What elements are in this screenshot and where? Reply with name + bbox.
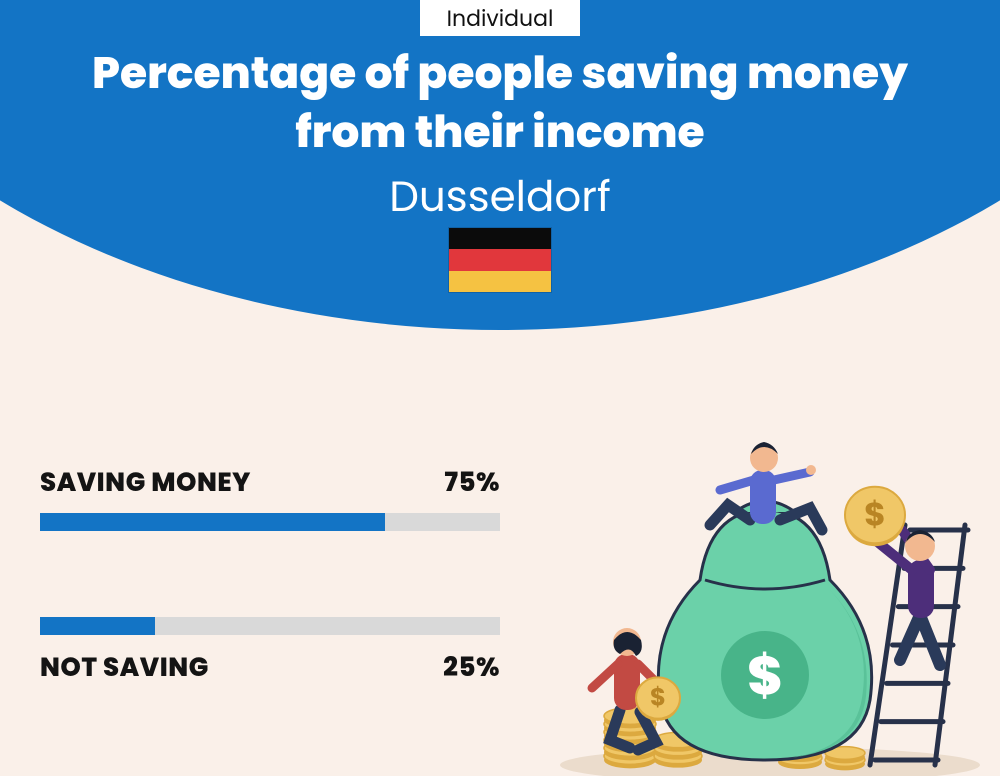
germany-flag-icon [449, 228, 551, 292]
bar-track [40, 617, 500, 635]
bar-fill [40, 617, 155, 635]
category-badge: Individual [420, 0, 580, 36]
bar-label-row: SAVING MONEY 75% [40, 464, 500, 503]
bar-label-row: NOT SAVING 25% [40, 649, 500, 688]
bar-group-not-saving: NOT SAVING 25% [40, 617, 500, 688]
bar-value: 75% [444, 464, 500, 503]
svg-text:$: $ [864, 491, 886, 538]
bar-track [40, 513, 500, 531]
savings-illustration: $ $ $ [560, 430, 980, 776]
header: Percentage of people saving money from t… [0, 44, 1000, 228]
bar-fill [40, 513, 385, 531]
svg-text:$: $ [747, 637, 783, 713]
bar-value: 25% [443, 649, 500, 688]
bar-label: NOT SAVING [40, 649, 209, 688]
title-line-1: Percentage of people saving money [92, 43, 908, 104]
flag-stripe-2 [449, 249, 551, 270]
title-line-2: from their income [295, 102, 704, 163]
page-subtitle: Dusseldorf [0, 165, 1000, 228]
bar-label: SAVING MONEY [40, 464, 251, 503]
bar-chart: SAVING MONEY 75% NOT SAVING 25% [40, 464, 500, 774]
flag-stripe-1 [449, 228, 551, 249]
page-title: Percentage of people saving money from t… [0, 44, 1000, 163]
svg-text:$: $ [650, 682, 666, 715]
bar-group-saving: SAVING MONEY 75% [40, 464, 500, 531]
flag-stripe-3 [449, 271, 551, 292]
